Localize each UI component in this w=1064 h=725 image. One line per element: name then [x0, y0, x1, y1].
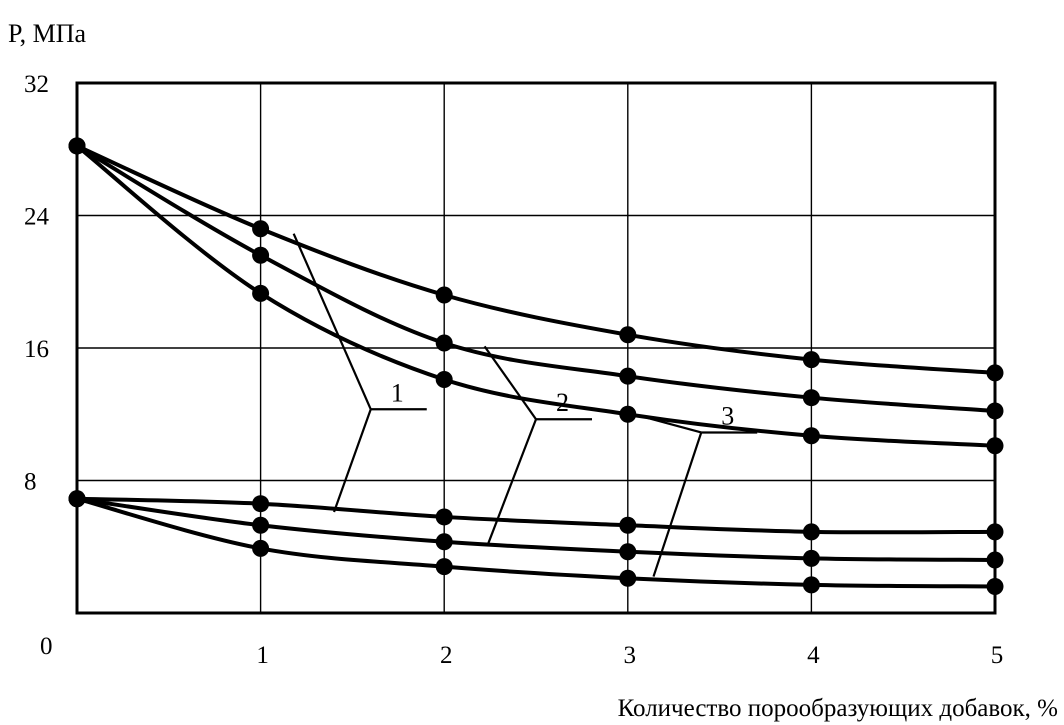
data-point-s3-4 [802, 523, 820, 541]
x-tick-label-4: 5 [991, 642, 1004, 669]
callout-leader-0-0 [292, 233, 372, 410]
data-point-s4-3 [619, 543, 637, 561]
series-line-3 [76, 496, 996, 535]
callout-label-1: 2 [556, 388, 569, 417]
series-line-5 [76, 496, 996, 589]
series-line-4 [76, 496, 996, 562]
data-markers [68, 137, 1004, 595]
data-point-s5-3 [619, 569, 637, 587]
data-point-s0-4 [802, 351, 820, 369]
data-point-s4-1 [252, 516, 270, 534]
y-tick-label-2: 24 [24, 204, 50, 231]
data-point-s5-4 [802, 576, 820, 594]
callout-leader-2-0 [645, 416, 702, 434]
y-tick-label-0: 8 [24, 469, 37, 496]
x-tick-label-3: 4 [807, 642, 820, 669]
data-point-s2-3 [619, 405, 637, 423]
x-tick-label-0: 1 [256, 642, 269, 669]
data-point-s5-1 [252, 539, 270, 557]
data-point-s2-2 [435, 370, 453, 388]
y-axis-label: P, МПа [8, 19, 86, 48]
data-point-s4-2 [435, 533, 453, 551]
data-point-s3-1 [252, 495, 270, 513]
data-point-s0-2 [435, 286, 453, 304]
plot-frame [75, 81, 997, 615]
x-tick-label-1: 2 [440, 642, 453, 669]
data-curves [75, 144, 996, 589]
callout-leader-2-1 [652, 432, 703, 577]
data-point-s3-3 [619, 516, 637, 534]
data-point-s2-4 [802, 427, 820, 445]
data-point-s5-2 [435, 558, 453, 576]
series-line-0 [76, 144, 996, 375]
callout-leader-0-1 [333, 408, 372, 513]
x-tick-label-2: 3 [624, 642, 637, 669]
data-point-s4-4 [802, 549, 820, 567]
series-line-1 [75, 144, 996, 413]
data-point-s2-1 [252, 284, 270, 302]
data-point-s1-4 [802, 389, 820, 407]
y-tick-label-1: 16 [24, 336, 49, 363]
y-tick-label-3: 32 [24, 71, 49, 98]
callout-leader-1-1 [487, 418, 538, 544]
callout-leader-1-0 [483, 345, 537, 420]
callout-leaders: 1 2 3 [292, 233, 758, 577]
origin-label: 0 [40, 633, 53, 660]
callout-label-0: 1 [391, 378, 404, 407]
data-point-s3-2 [435, 508, 453, 526]
x-axis-label: Количество порообразующих добавок, % [618, 695, 1058, 722]
data-point-s0-1 [252, 220, 270, 238]
series-line-2 [75, 144, 996, 448]
callout-label-2: 3 [721, 401, 734, 430]
data-point-s1-3 [619, 367, 637, 385]
data-point-s1-1 [252, 246, 270, 264]
data-point-s1-2 [435, 334, 453, 352]
data-point-s0-3 [619, 326, 637, 344]
